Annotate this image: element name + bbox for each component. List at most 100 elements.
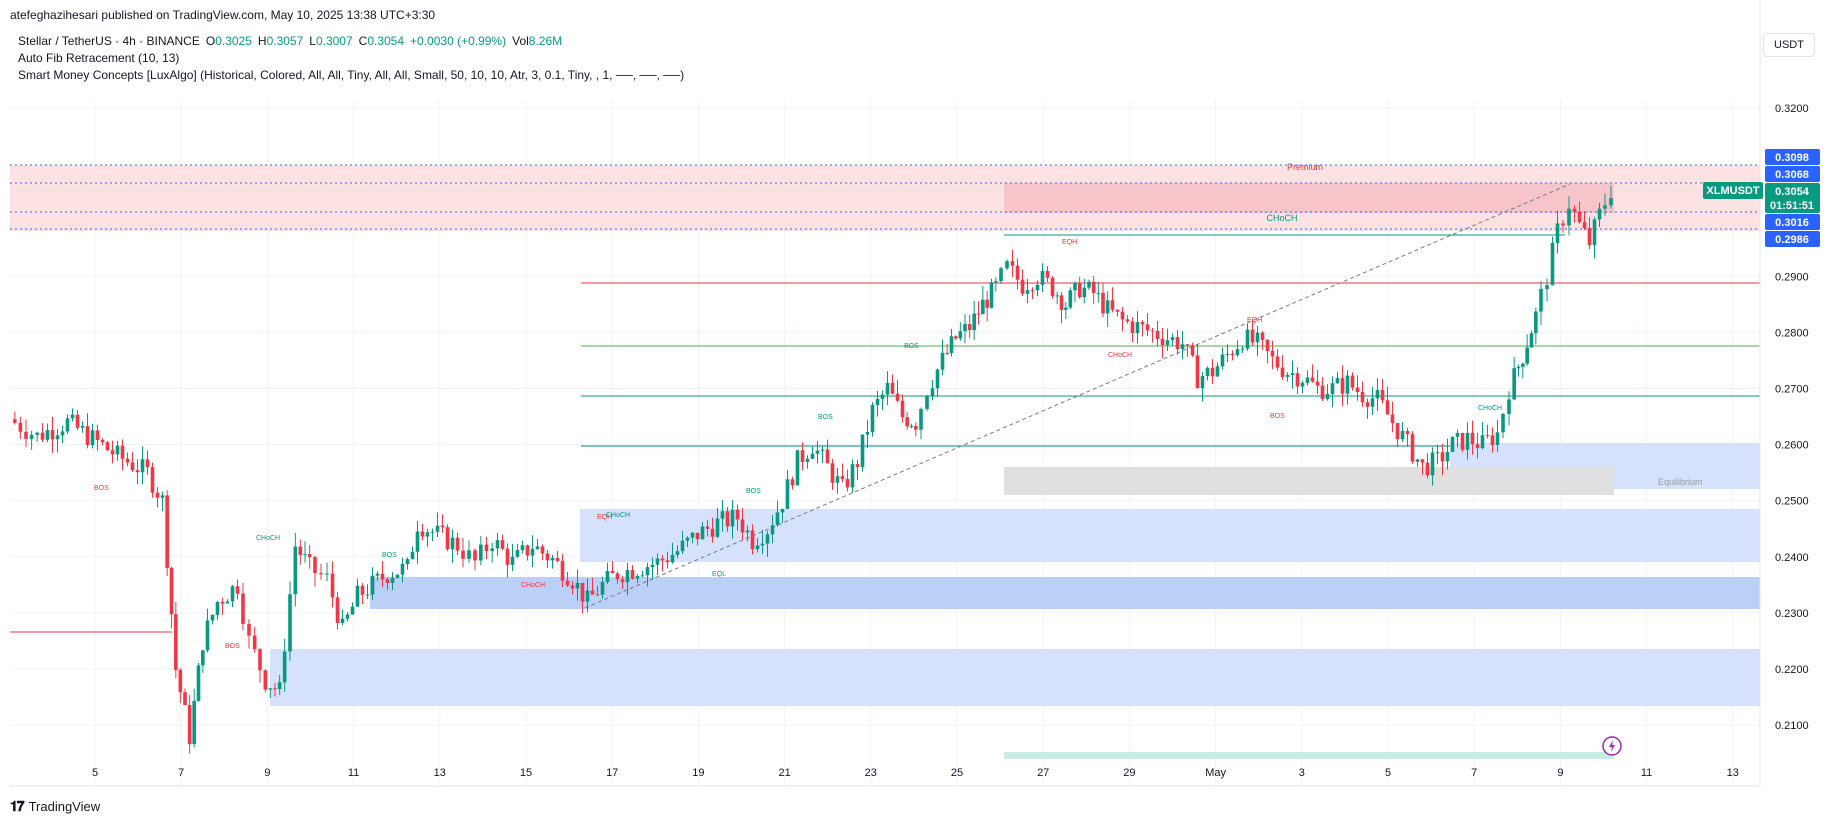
candle-body (1567, 208, 1571, 226)
candle-body (1015, 265, 1020, 280)
candle-body (18, 422, 23, 432)
candle-body (775, 512, 780, 526)
time-tick-label: 9 (264, 767, 270, 779)
candle-body (835, 476, 840, 483)
candle-body (825, 449, 830, 464)
candle-body (263, 670, 268, 690)
candle-body (1290, 373, 1295, 376)
candle-body (1507, 399, 1511, 414)
candle-body (930, 388, 935, 396)
tradingview-logo[interactable]: 𝟏𝟕 TradingView (10, 798, 100, 815)
candle-body (815, 450, 820, 454)
candle-body (650, 564, 655, 568)
candle-body (1150, 330, 1155, 332)
candle-body (1050, 277, 1055, 296)
candle-body (183, 692, 187, 705)
candle-body (885, 382, 890, 395)
candle-body (385, 579, 390, 583)
candle-body (695, 532, 700, 540)
candle-body (515, 550, 520, 557)
candle-body (880, 394, 885, 399)
price-tick-label: 0.2800 (1775, 327, 1809, 339)
candle-body (1185, 344, 1190, 346)
candle-body (174, 614, 178, 670)
candle-body (1195, 355, 1200, 389)
candle-body (963, 324, 967, 332)
supply-block (1004, 183, 1614, 213)
candle-body (1534, 311, 1538, 334)
candle-body (467, 550, 471, 559)
candle-body (1440, 452, 1445, 462)
time-tick-label: 29 (1123, 767, 1135, 779)
candle-body (1350, 375, 1355, 388)
candle-body (1370, 398, 1375, 407)
candle-body (550, 558, 555, 561)
candle-body (1220, 354, 1225, 367)
candle-body (590, 590, 595, 595)
candle-body (1330, 383, 1335, 394)
candle-body (192, 700, 196, 745)
candle-body (330, 573, 335, 598)
candle-body (1115, 309, 1120, 312)
candle-body (981, 299, 985, 315)
candle-body (495, 540, 500, 549)
price-marker (1765, 166, 1820, 182)
candle-body (1096, 292, 1101, 294)
candle-body (1235, 349, 1240, 356)
candle-body (820, 449, 825, 451)
candle-body (530, 549, 535, 556)
publisher-line: atefeghazihesari published on TradingVie… (10, 8, 436, 22)
candle-body (1265, 339, 1270, 351)
candle-body (1135, 322, 1140, 333)
time-axis[interactable]: 5 7 9 11 13 15 17 19 21 23 25 27 29 May 3 5 7 9 11 13 (10, 767, 1760, 787)
candle-body (740, 519, 745, 533)
candle-body (999, 268, 1003, 282)
candle-body (600, 581, 605, 595)
candle-body (1390, 414, 1395, 424)
time-tick-label: 17 (606, 767, 618, 779)
indicator-smc[interactable]: Smart Money Concepts [LuxAlgo] (Historic… (18, 68, 685, 82)
price-tick-label: 0.2300 (1775, 608, 1809, 620)
candle-body (1120, 311, 1125, 320)
candle-body (410, 551, 415, 560)
candle-body (700, 526, 705, 540)
time-tick-label: 13 (1727, 767, 1739, 779)
candle-body (273, 688, 277, 690)
candle-body (1572, 208, 1577, 212)
symbol-name[interactable]: Stellar / TetherUS · 4h · BINANCE (18, 34, 200, 48)
candle-body (1485, 435, 1490, 437)
candle-body (625, 570, 630, 583)
candle-body (420, 531, 425, 537)
price-marker (1765, 231, 1820, 247)
candle-body (1035, 284, 1040, 291)
high-value: 0.3057 (266, 34, 304, 48)
candle-body (1091, 281, 1096, 293)
candle-body (140, 459, 145, 473)
equilibrium-label: Equilibrium (1658, 477, 1703, 487)
candle-body (360, 585, 365, 595)
indicator-fib[interactable]: Auto Fib Retracement (10, 13) (18, 51, 180, 65)
demand-zone-bottom (270, 649, 1760, 706)
candle-body (830, 463, 835, 483)
tv-logo-icon: 𝟏𝟕 (10, 798, 25, 814)
candle-body (1030, 290, 1035, 292)
candle-body (570, 585, 575, 589)
time-tick-label: 3 (1299, 767, 1305, 779)
chart-legend: Stellar / TetherUS · 4h · BINANCE O0.302… (18, 33, 684, 84)
candle-body (130, 462, 135, 471)
candle-body (145, 459, 150, 468)
price-axis[interactable]: 0.3200 0.2900 0.2800 0.2700 0.2600 0.2500 0.24… (1703, 0, 1820, 785)
candle-body (277, 682, 282, 690)
candle-body (1059, 295, 1064, 310)
candle-body (1582, 222, 1587, 229)
candle-body (1375, 389, 1380, 399)
flash-icon[interactable] (1602, 736, 1622, 756)
candle-body (1395, 423, 1400, 440)
candle-body (909, 426, 914, 428)
candle-body (725, 511, 730, 527)
currency-button[interactable]: USDT (1763, 33, 1815, 57)
price-marker-label: 0.2986 (1775, 234, 1809, 246)
candle-body (745, 530, 750, 533)
candle-body (1460, 432, 1465, 450)
